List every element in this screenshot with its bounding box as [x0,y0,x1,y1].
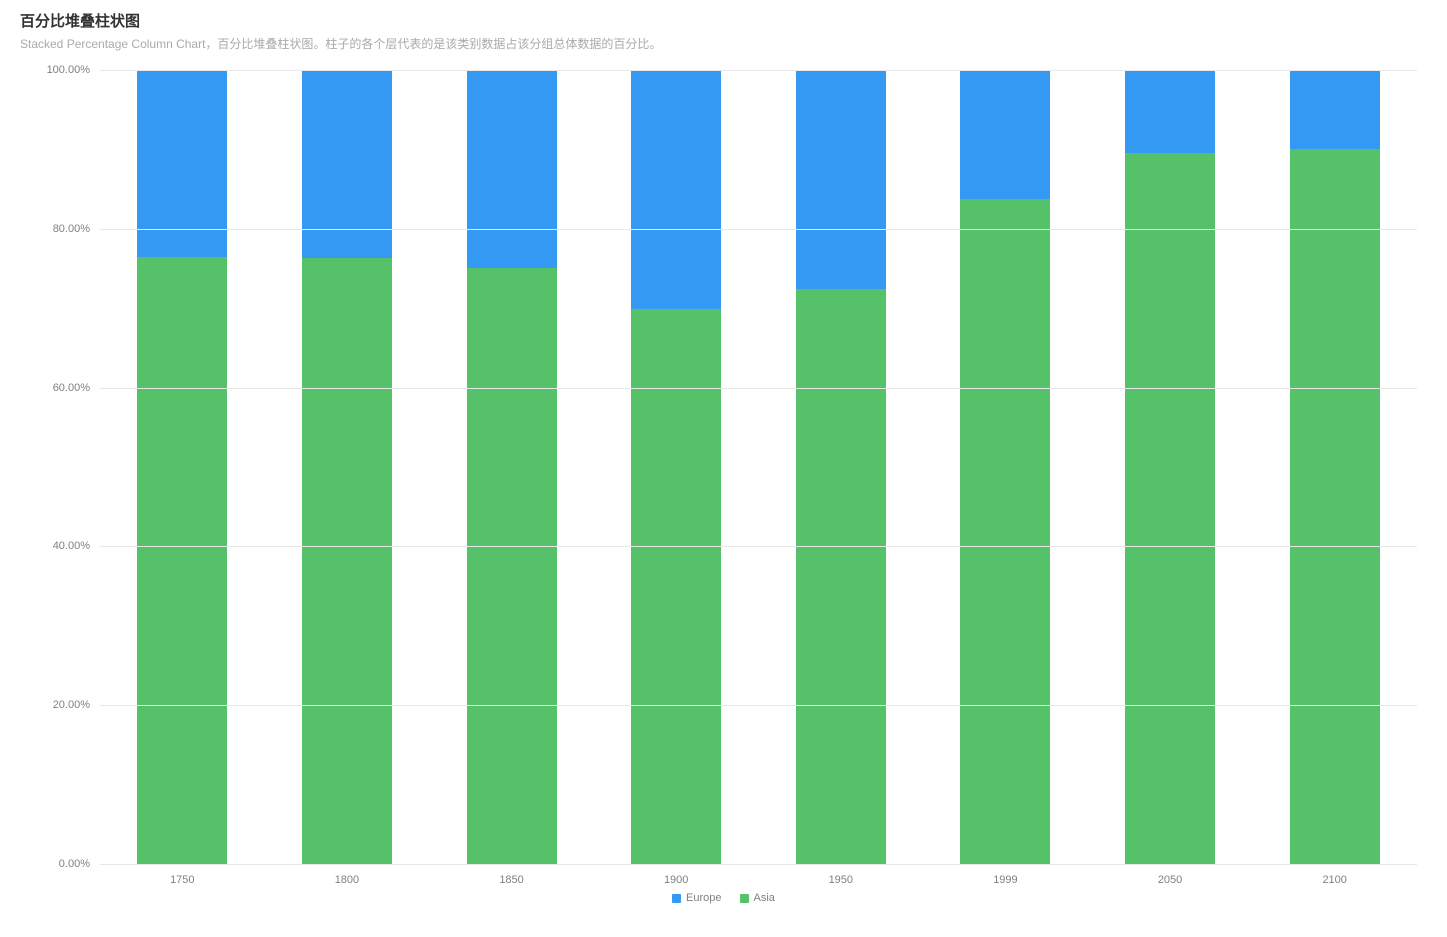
y-axis-label: 80.00% [40,223,90,235]
bar-segment-asia[interactable] [467,268,557,864]
x-axis-label: 2100 [1290,874,1380,886]
bar-segment-europe[interactable] [796,70,886,289]
legend-item-europe[interactable]: Europe [672,892,721,904]
legend-label: Europe [686,892,721,904]
grid-line [100,229,1417,230]
x-axis-label: 1999 [960,874,1050,886]
bar-group[interactable] [467,70,557,864]
y-axis-label: 0.00% [40,858,90,870]
grid-line [100,546,1417,547]
grid-line [100,705,1417,706]
bar-segment-europe[interactable] [467,70,557,268]
bar-segment-asia[interactable] [631,309,721,864]
x-axis-label: 1950 [796,874,886,886]
bar-group[interactable] [1290,70,1380,864]
bar-segment-asia[interactable] [796,289,886,864]
x-axis-labels: 1750 1800 1850 1900 1950 1999 2050 2100 [100,874,1417,886]
bar-group[interactable] [960,70,1050,864]
bar-segment-europe[interactable] [302,70,392,258]
bar-segment-asia[interactable] [1290,149,1380,864]
bar-segment-asia[interactable] [1125,153,1215,864]
bar-segment-europe[interactable] [1290,70,1380,149]
bar-segment-europe[interactable] [960,70,1050,199]
chart-subtitle: Stacked Percentage Column Chart，百分比堆叠柱状图… [20,35,1427,52]
chart-title: 百分比堆叠柱状图 [20,10,1427,31]
bar-segment-asia[interactable] [302,258,392,864]
y-axis-label: 20.00% [40,699,90,711]
x-axis-label: 1750 [137,874,227,886]
bars-container [100,70,1417,864]
grid-line [100,388,1417,389]
bar-group[interactable] [137,70,227,864]
legend-swatch [672,894,681,903]
y-axis-label: 100.00% [40,64,90,76]
bar-group[interactable] [302,70,392,864]
x-axis-label: 1900 [631,874,721,886]
bar-group[interactable] [1125,70,1215,864]
y-axis-label: 60.00% [40,382,90,394]
grid-line [100,70,1417,71]
y-axis-label: 40.00% [40,540,90,552]
x-axis-label: 1800 [302,874,392,886]
x-axis-label: 2050 [1125,874,1215,886]
bar-segment-asia[interactable] [960,199,1050,864]
bar-segment-europe[interactable] [1125,70,1215,153]
bar-segment-europe[interactable] [631,70,721,309]
bar-group[interactable] [796,70,886,864]
bar-group[interactable] [631,70,721,864]
legend-label: Asia [754,892,775,904]
plot-area: 0.00%20.00%40.00%60.00%80.00%100.00% [100,70,1417,865]
legend-swatch [740,894,749,903]
bar-segment-asia[interactable] [137,257,227,864]
chart-container: 0.00%20.00%40.00%60.00%80.00%100.00% 175… [20,60,1427,900]
legend: Europe Asia [20,892,1427,904]
chart-header: 百分比堆叠柱状图 Stacked Percentage Column Chart… [20,10,1427,52]
legend-item-asia[interactable]: Asia [740,892,775,904]
x-axis-label: 1850 [467,874,557,886]
